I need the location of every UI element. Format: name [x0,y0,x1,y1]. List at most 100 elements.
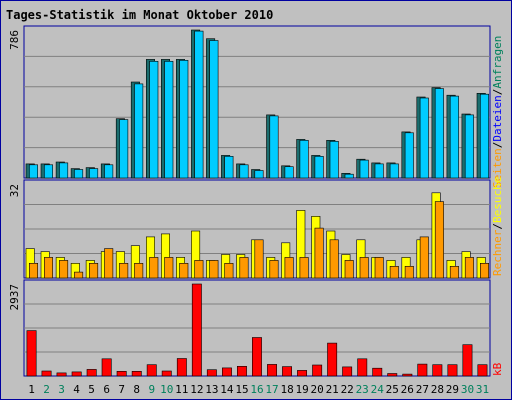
legend-separator: / [491,142,504,149]
middle-legend: Rechner/Besuche [491,177,504,276]
bar-dateien-day-8 [134,83,144,179]
panel-bottom-max-label: 2937 [8,284,21,311]
bar-kb-day-1 [26,330,37,377]
bar-besuche-day-22 [344,260,354,279]
panel-middle [23,179,491,279]
bar-dateien-day-16 [254,170,264,179]
y-axis-max-labels: 786 32 2937 [8,30,21,311]
bar-kb-day-21 [327,342,338,377]
bar-kb-day-27 [417,363,428,377]
bar-dateien-day-15 [239,164,249,179]
day-label-7: 7 [118,383,125,396]
bar-kb-day-24 [372,367,383,377]
panel-bottom [23,279,491,377]
bar-besuche-day-30 [464,257,474,279]
bar-kb-day-12 [191,283,202,377]
day-label-22: 22 [341,383,354,396]
bar-dateien-day-12 [194,30,204,179]
legend-separator: / [491,223,504,230]
bar-kb-day-20 [312,364,323,377]
day-label-20: 20 [310,383,323,396]
bar-kb-day-4 [71,371,82,377]
bar-kb-day-3 [56,372,67,377]
bar-besuche-day-28 [434,201,444,279]
bottom-legend: kB [491,362,504,376]
bar-dateien-day-27 [419,97,429,179]
bar-kb-day-26 [402,373,413,377]
day-label-5: 5 [88,383,95,396]
bar-dateien-day-1 [28,164,38,179]
bar-dateien-day-10 [164,60,174,179]
day-label-16: 16 [250,383,263,396]
bar-besuche-day-18 [284,257,294,279]
bar-besuche-day-8 [134,262,144,279]
bar-besuche-day-10 [164,257,174,279]
bar-dateien-day-14 [224,156,234,179]
bar-dateien-day-31 [479,93,489,179]
day-label-27: 27 [416,383,429,396]
bar-kb-day-22 [342,366,353,377]
day-label-1: 1 [28,383,35,396]
day-label-29: 29 [446,383,459,396]
bar-besuche-day-16 [254,239,264,279]
day-label-30: 30 [461,383,474,396]
bar-besuche-day-23 [359,257,369,279]
day-label-23: 23 [356,383,369,396]
legend-dateien: Dateien [491,95,504,141]
bar-dateien-day-20 [314,156,324,179]
day-label-31: 31 [476,383,489,396]
bar-besuche-day-15 [239,257,249,279]
bar-kb-day-2 [41,370,52,377]
bar-dateien-day-7 [119,119,129,179]
bar-besuche-day-3 [59,260,69,279]
bar-kb-day-14 [222,367,232,377]
bar-kb-day-29 [447,364,458,377]
chart-title: Tages-Statistik im Monat Oktober 2010 [6,8,273,22]
day-label-18: 18 [280,383,293,396]
bar-dateien-day-5 [89,168,99,179]
bar-besuche-day-7 [119,262,129,279]
day-label-4: 4 [73,383,80,396]
bar-besuche-day-29 [449,265,459,279]
day-label-2: 2 [43,383,50,396]
day-label-3: 3 [58,383,65,396]
bar-besuche-day-19 [299,257,309,279]
bar-dateien-day-4 [74,169,84,179]
day-label-12: 12 [190,383,203,396]
bar-kb-day-6 [101,358,112,377]
day-label-26: 26 [401,383,414,396]
bar-kb-day-10 [161,370,172,377]
bar-kb-day-30 [462,344,473,377]
bar-kb-day-25 [387,373,398,377]
day-label-13: 13 [205,383,218,396]
bar-besuche-day-25 [389,265,399,279]
bar-dateien-day-21 [329,141,339,179]
bar-dateien-day-11 [179,59,189,179]
bar-besuche-day-17 [269,260,279,279]
bar-besuche-day-1 [28,262,38,279]
bar-dateien-day-24 [374,163,384,179]
day-label-6: 6 [103,383,110,396]
panel-top-max-label: 786 [8,30,21,50]
bar-dateien-day-30 [464,114,474,179]
bar-besuche-day-12 [194,260,204,279]
legend-separator: / [491,89,504,96]
bar-dateien-day-19 [299,140,309,179]
bar-kb-day-18 [282,366,292,377]
bar-dateien-day-6 [104,164,114,179]
bar-kb-day-13 [206,369,217,377]
legend-kb: kB [491,362,504,376]
panel-top [23,25,491,179]
bar-besuche-day-2 [43,257,53,279]
bar-besuche-day-9 [149,257,159,279]
bar-besuche-day-24 [374,257,384,279]
bar-dateien-day-3 [59,162,69,179]
top-legend: Seiten/Dateien/Anfragen [491,36,504,188]
bar-besuche-day-6 [104,248,114,279]
day-label-10: 10 [160,383,173,396]
bar-dateien-day-26 [404,132,414,179]
day-label-15: 15 [235,383,248,396]
x-axis-day-labels: 1 2 3 4 5 6 7 8 9 10 11 12 13 14 15 16 17 18 19 20 21 22 23 24 2… [28,383,489,396]
